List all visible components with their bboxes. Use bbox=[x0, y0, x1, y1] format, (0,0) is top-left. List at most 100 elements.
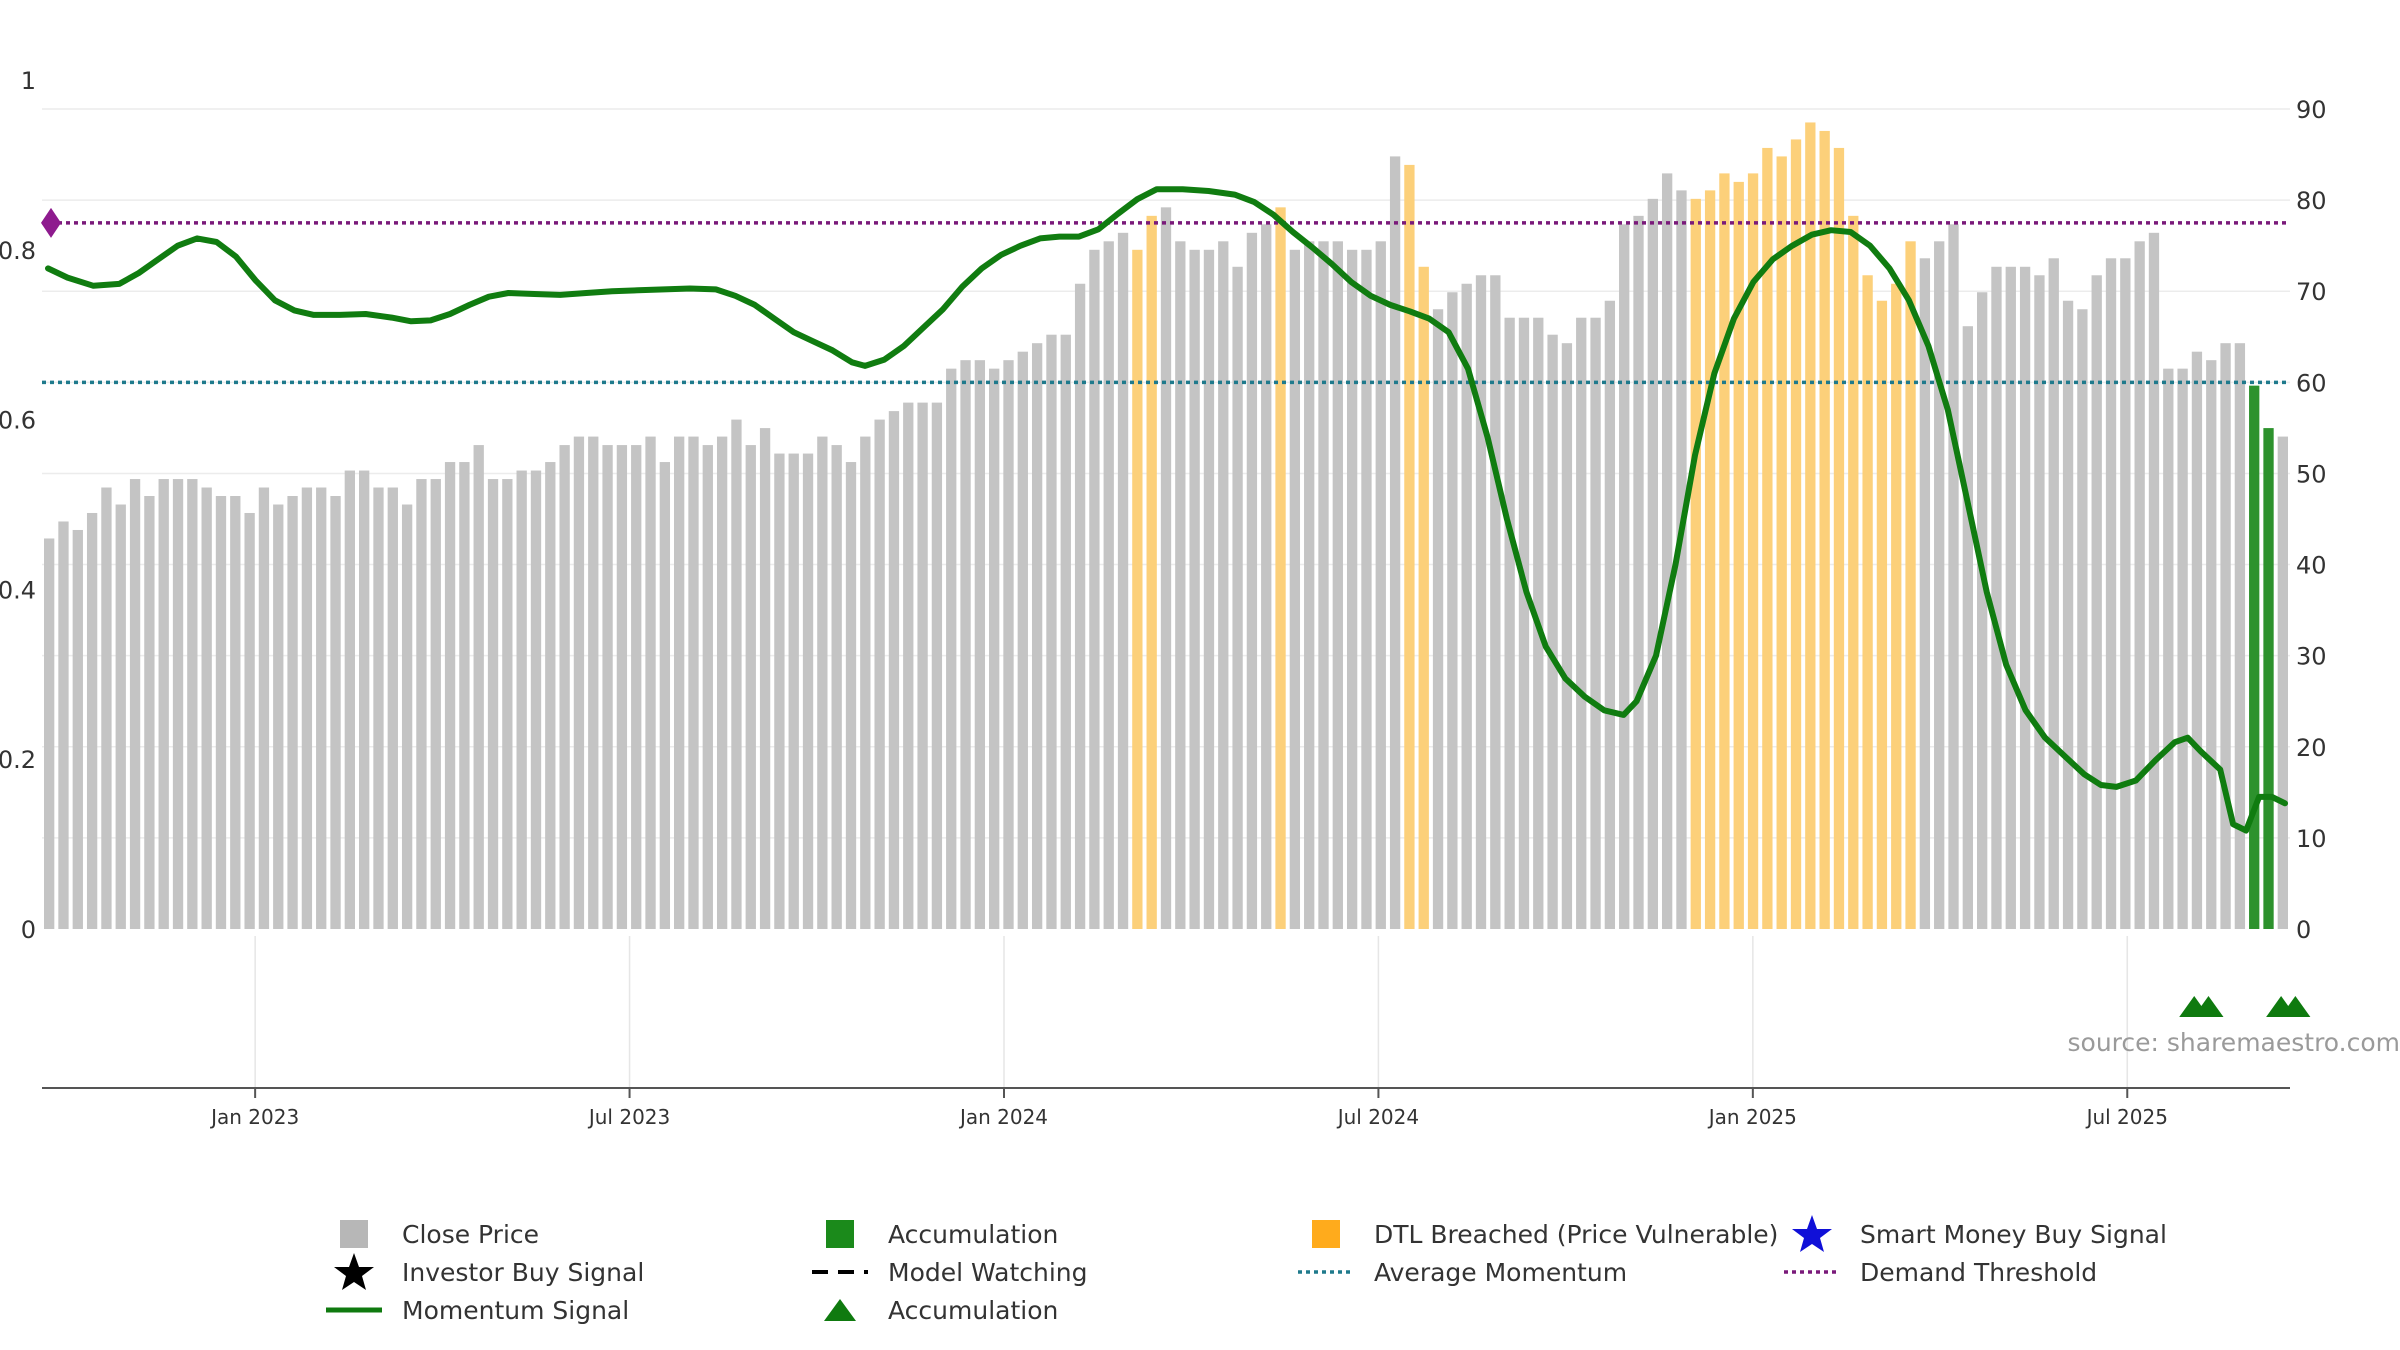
price-bar bbox=[1518, 317, 1530, 930]
price-bar bbox=[1934, 241, 1945, 929]
price-bar bbox=[688, 436, 699, 929]
price-bar bbox=[1289, 249, 1301, 930]
price-bar bbox=[1189, 249, 1200, 930]
price-bar bbox=[258, 487, 270, 929]
price-bar bbox=[1576, 317, 1587, 930]
price-bar bbox=[1046, 334, 1057, 929]
price-bar bbox=[1762, 147, 1773, 930]
price-bar bbox=[1389, 156, 1401, 929]
price-bar bbox=[2263, 428, 2274, 929]
price-bar bbox=[645, 436, 656, 929]
price-bar bbox=[2048, 258, 2059, 929]
price-bar bbox=[1948, 224, 1959, 929]
price-bar bbox=[1819, 130, 1830, 929]
price-bar bbox=[1232, 266, 1243, 929]
accumulation-swatch bbox=[826, 1220, 854, 1248]
demand-threshold-diamond bbox=[41, 207, 61, 238]
legend-label: Accumulation bbox=[888, 1295, 1059, 1325]
price-bar bbox=[1261, 224, 1272, 929]
price-bar bbox=[373, 487, 384, 929]
price-bar bbox=[1919, 258, 1931, 929]
price-bar bbox=[1790, 139, 1802, 929]
price-bar bbox=[1661, 173, 1673, 929]
x-tick-label: Jan 2024 bbox=[958, 1105, 1048, 1129]
green-triangle-icon bbox=[824, 1299, 856, 1321]
price-bar bbox=[58, 521, 69, 929]
source-credit: source: sharemaestro.com bbox=[2068, 1028, 2400, 1057]
price-bar bbox=[602, 445, 613, 929]
price-bar bbox=[2105, 258, 2117, 929]
price-bar bbox=[2177, 368, 2188, 929]
price-bar bbox=[1876, 300, 1888, 929]
price-bar bbox=[215, 496, 227, 929]
price-bar bbox=[860, 436, 871, 929]
price-bar bbox=[301, 487, 313, 929]
price-bar bbox=[1976, 292, 1988, 929]
price-bar bbox=[1160, 207, 1172, 930]
legend-momentum-signal: Momentum Signal bbox=[314, 1292, 629, 1328]
price-bar bbox=[1590, 317, 1601, 930]
price-bar bbox=[874, 419, 885, 929]
price-bar bbox=[1103, 241, 1114, 929]
price-bar bbox=[330, 496, 341, 929]
price-bar bbox=[788, 453, 799, 929]
legend-model-watching: Model Watching bbox=[800, 1254, 1088, 1290]
left-tick-label: 0.4 bbox=[0, 576, 36, 604]
legend-accumulation-bar: Accumulation bbox=[800, 1216, 1058, 1252]
price-bar bbox=[2234, 343, 2246, 929]
right-tick-label: 20 bbox=[2296, 734, 2327, 762]
price-bar bbox=[831, 445, 842, 929]
price-bar bbox=[946, 368, 957, 929]
price-bar bbox=[1346, 249, 1358, 930]
right-tick-label: 40 bbox=[2296, 552, 2327, 580]
price-bar bbox=[516, 470, 527, 929]
price-bar bbox=[1848, 215, 1859, 930]
price-bar bbox=[1175, 241, 1186, 929]
price-bar bbox=[545, 462, 556, 929]
price-bar bbox=[1031, 343, 1043, 929]
price-bar bbox=[774, 453, 785, 929]
legend-average-momentum: Average Momentum bbox=[1286, 1254, 1627, 1290]
price-bar bbox=[473, 445, 484, 929]
price-bar bbox=[1891, 283, 1902, 929]
right-tick-label: 80 bbox=[2296, 187, 2327, 215]
green-line-icon bbox=[326, 1307, 382, 1313]
price-bar bbox=[1805, 122, 1816, 929]
price-bar bbox=[1676, 190, 1687, 929]
momentum-line bbox=[45, 186, 2288, 834]
right-tick-label: 10 bbox=[2296, 825, 2327, 853]
price-bar bbox=[1074, 283, 1086, 929]
x-tick-label: Jul 2023 bbox=[587, 1105, 670, 1129]
price-bar bbox=[1604, 300, 1616, 929]
price-bars bbox=[44, 122, 2288, 930]
price-bar bbox=[2148, 232, 2160, 929]
price-bar bbox=[1089, 249, 1100, 930]
price-bar bbox=[101, 487, 112, 929]
price-bar bbox=[1833, 147, 1845, 930]
legend-label: Model Watching bbox=[888, 1257, 1088, 1287]
price-bar bbox=[1690, 198, 1701, 930]
price-bar bbox=[588, 436, 599, 929]
right-tick-label: 50 bbox=[2296, 460, 2327, 488]
price-bar bbox=[2091, 275, 2102, 929]
price-bar bbox=[903, 402, 914, 929]
price-bar bbox=[1418, 266, 1429, 929]
price-bar bbox=[487, 479, 499, 929]
price-bar bbox=[674, 436, 685, 929]
legend-label: Close Price bbox=[402, 1219, 540, 1249]
chart-legend: Close Price Accumulation DTL Breached (P… bbox=[0, 1215, 2400, 1336]
price-bar bbox=[230, 496, 241, 929]
left-tick-label: 0.2 bbox=[0, 746, 36, 774]
price-bar bbox=[72, 529, 83, 929]
reference-lines bbox=[41, 207, 2290, 385]
price-bar bbox=[1504, 317, 1515, 930]
dotted-teal-line-icon bbox=[1298, 1270, 1354, 1274]
price-bar bbox=[1733, 181, 1744, 929]
price-bar bbox=[2220, 343, 2231, 929]
price-bar bbox=[559, 445, 570, 929]
price-bar bbox=[1432, 309, 1444, 930]
price-bar bbox=[974, 360, 986, 929]
right-tick-label: 30 bbox=[2296, 643, 2327, 671]
price-bar bbox=[1375, 241, 1386, 929]
legend-investor-buy: Investor Buy Signal bbox=[314, 1253, 644, 1290]
